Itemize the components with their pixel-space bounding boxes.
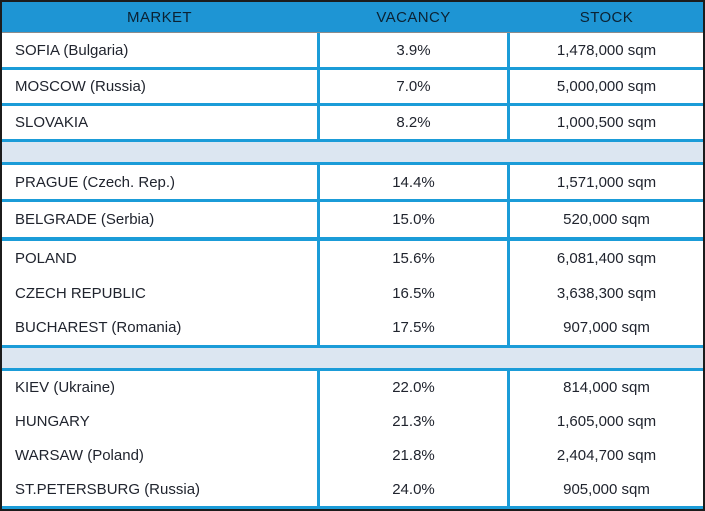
market-cell: MOSCOW (Russia) (15, 78, 146, 95)
vacancy-cell: 21.3% (392, 413, 435, 431)
vacancy-cell: 22.0% (392, 379, 435, 397)
stock-cell: 3,638,300 sqm (556, 284, 657, 302)
stock-cell: 1,605,000 sqm (556, 413, 657, 431)
vacancy-cell: 16.5% (392, 284, 435, 302)
market-cell: SOFIA (Bulgaria) (15, 41, 129, 59)
stock-cell: 520,000 sqm (563, 211, 650, 228)
table-row-belgrade: BELGRADE (Serbia) 15.0% 520,000 sqm (2, 202, 703, 241)
table-row-prague: PRAGUE (Czech. Rep.) 14.4% 1,571,000 sqm (2, 165, 703, 202)
market-cell: ST.PETERSBURG (Russia) (15, 480, 201, 498)
stock-cell: 2,404,700 sqm (556, 446, 657, 464)
market-cell: CZECH REPUBLIC (15, 284, 146, 302)
vacancy-cell: 17.5% (392, 319, 435, 337)
market-cell: HUNGARY (15, 413, 90, 431)
market-cell: BUCHAREST (Romania) (15, 319, 182, 337)
table-row-slovakia: SLOVAKIA 8.2% 1,000,500 sqm (2, 106, 703, 139)
market-cell: SLOVAKIA (15, 114, 89, 131)
table-row-sofia: SOFIA (Bulgaria) 3.9% 1,478,000 sqm (2, 33, 703, 70)
vacancy-cell: 7.0% (317, 70, 510, 103)
stock-cell: 1,000,500 sqm (556, 114, 657, 131)
header-market: MARKET (127, 8, 192, 26)
vacancy-cell: 21.8% (392, 446, 435, 464)
table-header-row: MARKET VACANCY STOCK (2, 2, 703, 33)
stock-cell: 1,478,000 sqm (556, 41, 657, 59)
stock-cell: 814,000 sqm (563, 379, 650, 397)
market-cell: BELGRADE (Serbia) (15, 211, 155, 228)
header-stock: STOCK (579, 8, 634, 26)
stock-cell: 5,000,000 sqm (556, 78, 657, 95)
stock-cell: 905,000 sqm (563, 480, 650, 498)
vacancy-cell: 8.2% (317, 106, 510, 139)
market-cell: POLAND (15, 249, 77, 267)
stock-cell: 1,571,000 sqm (556, 173, 657, 191)
vacancy-cell: 15.6% (392, 249, 435, 267)
table-section-central-europe: POLAND CZECH REPUBLIC BUCHAREST (Romania… (2, 241, 703, 345)
market-cell: WARSAW (Poland) (15, 446, 144, 464)
stock-cell: 907,000 sqm (563, 319, 650, 337)
market-cell: PRAGUE (Czech. Rep.) (15, 173, 176, 191)
header-vacancy: VACANCY (376, 8, 451, 26)
vacancy-cell: 3.9% (317, 33, 510, 67)
section-separator-band (2, 139, 703, 165)
table-bottom-rule (2, 506, 703, 509)
table-section-high-vacancy: KIEV (Ukraine) HUNGARY WARSAW (Poland) S… (2, 371, 703, 506)
market-cell: KIEV (Ukraine) (15, 379, 116, 397)
section-separator-band (2, 345, 703, 371)
stock-cell: 6,081,400 sqm (556, 249, 657, 267)
vacancy-cell: 15.0% (317, 202, 510, 237)
vacancy-cell: 24.0% (392, 480, 435, 498)
table-row-moscow: MOSCOW (Russia) 7.0% 5,000,000 sqm (2, 70, 703, 106)
vacancy-cell: 14.4% (317, 165, 510, 199)
